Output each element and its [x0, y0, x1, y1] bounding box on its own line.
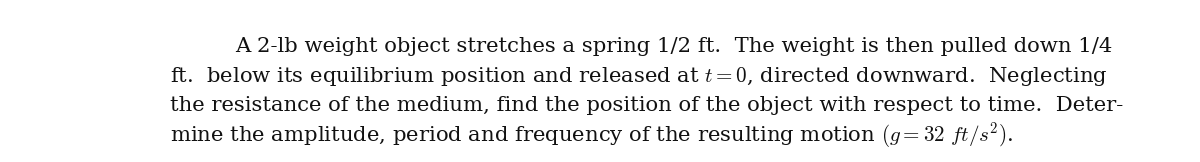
Text: A 2-lb weight object stretches a spring 1/2 ft.  The weight is then pulled down : A 2-lb weight object stretches a spring … [235, 37, 1112, 56]
Text: mine the amplitude, period and frequency of the resulting motion $(g = 32\ ft/s^: mine the amplitude, period and frequency… [170, 120, 1014, 150]
Text: ft.  below its equilibrium position and released at $t=0$, directed downward.  N: ft. below its equilibrium position and r… [170, 65, 1108, 88]
Text: the resistance of the medium, find the position of the object with respect to ti: the resistance of the medium, find the p… [170, 96, 1123, 115]
